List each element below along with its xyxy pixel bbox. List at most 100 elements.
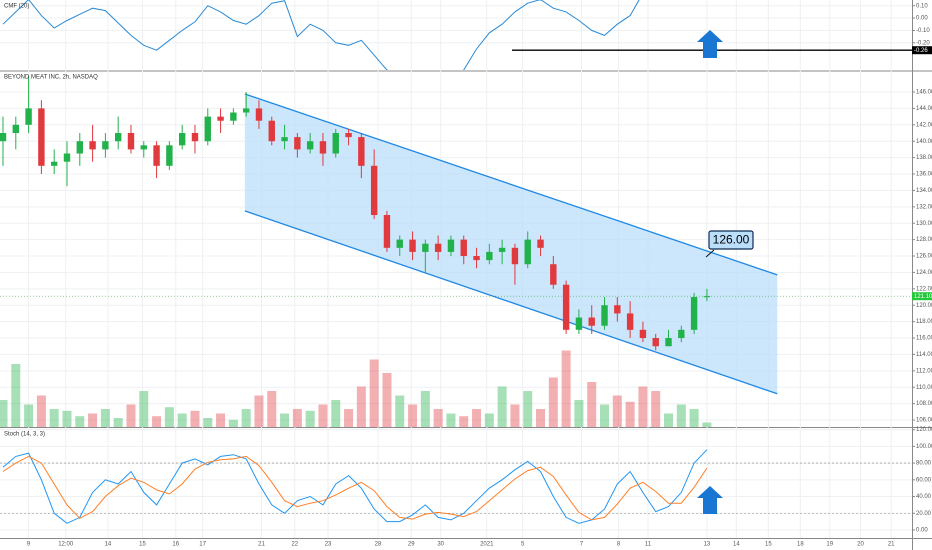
volume-bar [587,382,597,427]
y-tick-label: 118.00 [916,319,932,325]
volume-bar [113,418,123,427]
candle-body [89,141,96,150]
x-tick-label: 11 [645,542,652,548]
volume-bar [472,409,482,427]
y-tick-label: 0.00 [916,528,928,534]
candle-body [332,133,339,154]
candle-body [396,239,403,248]
y-tick-label: -0.20 [916,40,930,46]
volume-bar [318,404,328,427]
x-tick-label: 14 [733,542,740,548]
level-label: -0.26 [914,48,928,54]
candle-body [25,108,32,125]
volume-bar [420,391,430,427]
volume-bar [612,395,622,427]
volume-bar [75,416,85,427]
volume-bar [203,418,213,427]
y-tick-label: 126.00 [916,254,932,260]
candle-body [217,116,224,121]
volume-bar [100,409,110,427]
volume-bar [459,416,469,427]
candle-body [626,313,634,330]
y-tick-label: 60.00 [916,477,932,483]
volume-bar [484,413,494,427]
volume-bar [267,391,277,427]
volume-bar [36,395,46,427]
volume-bar [139,391,149,427]
candle-body [319,141,327,154]
arrow-up [697,30,723,58]
volume-bar [689,409,699,427]
volume-bar [344,409,354,427]
x-tick-label: 8 [617,542,621,548]
candle-body [140,145,147,150]
candle-body [422,243,429,252]
y-tick-label: 142.00 [916,122,932,128]
volume-bar [241,409,251,427]
candle-body [50,161,58,166]
candle-body [537,239,544,248]
volume-bar [510,404,520,427]
x-tick-label: 13 [704,542,711,548]
volume-bar [49,409,59,427]
volume-bar [651,391,661,427]
x-tick-label: 2021 [480,542,494,548]
candle-body [434,243,442,252]
volume-bar [638,386,648,427]
x-tick-label: 18 [797,542,804,548]
annotation-box [708,230,754,250]
volume-bar [523,391,533,427]
y-tick-label: 144.00 [916,106,932,112]
candle-body [486,251,493,261]
volume-bar [305,410,315,427]
volume-bar [126,404,136,427]
volume-bar [664,413,674,427]
y-tick-label: 0.00 [916,16,928,22]
candle-body [409,239,416,252]
candle-body [345,133,352,138]
candle-body [114,133,122,142]
candle-body [524,239,531,265]
y-tick-label: 122.00 [916,286,932,292]
volume-bar [254,395,264,427]
candle-body [678,329,685,339]
candle-body [153,145,160,166]
candle-body [204,116,211,142]
candle-body [127,133,135,150]
x-tick-label: 19 [826,542,833,548]
x-tick-label: 21 [888,542,895,548]
y-tick-label: 120.00 [916,427,932,433]
volume-bar [152,416,162,427]
volume-bar [702,422,712,427]
panel [0,0,912,70]
level-tag [912,46,932,55]
y-tick-label: 124.00 [916,270,932,276]
y-tick-label: 140.00 [916,139,932,145]
y-tick-label: 80.00 [916,461,932,467]
x-tick-label: 21 [258,542,265,548]
volume-bar [62,410,72,427]
x-tick-label: 5 [521,542,525,548]
x-tick-label: 30 [437,542,444,548]
candle-body [178,133,186,146]
volume-bar [356,386,366,427]
volume-bar [408,404,418,427]
y-tick-label: 136.00 [916,172,932,178]
candle-body [614,305,621,314]
volume-bar [395,395,405,427]
x-tick-label: 9 [27,542,31,548]
volume-bar [280,413,290,427]
y-tick-label: 106.00 [916,418,932,424]
candle-body [358,137,365,166]
y-tick-label: 40.00 [916,494,932,500]
y-tick-label: 114.00 [916,352,932,358]
y-tick-label: 112.00 [916,368,932,374]
y-tick-label: 128.00 [916,237,932,243]
x-tick-label: 7 [580,542,584,548]
y-tick-label: 100.00 [916,444,932,450]
candle-body [294,137,301,150]
channel-fill [244,93,778,394]
candle-body [166,145,173,166]
